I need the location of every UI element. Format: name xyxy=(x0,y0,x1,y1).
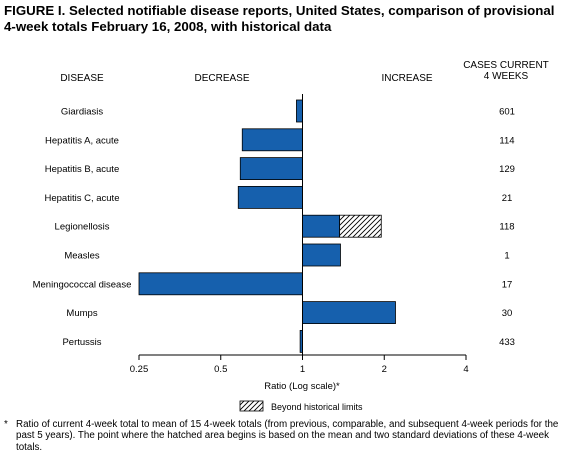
category-label-pertussis: Pertussis xyxy=(62,337,101,348)
category-label-giardiasis: Giardiasis xyxy=(61,107,103,118)
header-disease: DISEASE xyxy=(60,73,104,84)
bar-measles xyxy=(302,243,341,267)
cases-value-hepatitis-c-acute: 21 xyxy=(502,193,513,204)
bar-legionellosis xyxy=(302,214,341,238)
figure-title-line-2: 4-week totals February 16, 2008, with hi… xyxy=(4,19,332,34)
category-label-measles: Measles xyxy=(64,251,100,262)
bar-hatched-legionellosis xyxy=(339,214,382,238)
cases-value-hepatitis-a-acute: 114 xyxy=(499,135,514,146)
bar-giardiasis xyxy=(296,99,303,123)
footnote-marker: * xyxy=(4,419,8,430)
x-tick-label: 4 xyxy=(463,364,468,375)
bar-hepatitis-c-acute xyxy=(237,185,303,209)
legend-hatched-swatch xyxy=(239,400,264,412)
cases-value-mumps: 30 xyxy=(502,308,513,319)
header-cases-line-1: CASES CURRENT xyxy=(463,60,549,71)
x-tick-label: 2 xyxy=(382,364,387,375)
bar-hepatitis-b-acute xyxy=(239,157,303,181)
header-decrease: DECREASE xyxy=(194,73,249,84)
chart-rows: Giardiasis 601 Hepatitis A, acute 114 Hepati… xyxy=(33,99,515,353)
category-label-mumps: Mumps xyxy=(66,308,97,319)
cases-value-legionellosis: 118 xyxy=(499,222,514,233)
bar-meningococcal-disease xyxy=(138,272,303,296)
cases-value-hepatitis-b-acute: 129 xyxy=(499,164,515,175)
category-label-hepatitis-c-acute: Hepatitis C, acute xyxy=(45,193,120,204)
header-increase: INCREASE xyxy=(381,73,432,84)
x-tick-label: 1 xyxy=(300,364,305,375)
x-tick-label: 0.25 xyxy=(130,364,149,375)
footnote: * Ratio of current 4-week total to mean … xyxy=(4,419,570,453)
bar-hepatitis-a-acute xyxy=(241,128,303,152)
category-label-meningococcal-disease: Meningococcal disease xyxy=(33,279,132,290)
category-label-legionellosis: Legionellosis xyxy=(55,222,110,233)
category-label-hepatitis-b-acute: Hepatitis B, acute xyxy=(45,164,119,175)
cases-value-giardiasis: 601 xyxy=(499,107,515,118)
x-axis: 0.25 0.5 1 2 4 xyxy=(130,94,469,375)
figure-title: FIGURE I. Selected notifiable disease re… xyxy=(4,3,564,35)
x-axis-label: Ratio (Log scale)* xyxy=(264,381,340,392)
x-tick-label: 0.5 xyxy=(214,364,227,375)
footnote-text: Ratio of current 4-week total to mean of… xyxy=(16,419,559,453)
legend-hatched-label: Beyond historical limits xyxy=(271,402,363,412)
cases-value-measles: 1 xyxy=(504,251,509,262)
figure-title-line-1: FIGURE I. Selected notifiable disease re… xyxy=(4,3,555,18)
bar-mumps xyxy=(302,301,396,325)
cases-value-pertussis: 433 xyxy=(499,337,515,348)
category-label-hepatitis-a-acute: Hepatitis A, acute xyxy=(45,135,119,146)
header-cases-line-2: 4 WEEKS xyxy=(484,71,529,82)
cases-value-meningococcal-disease: 17 xyxy=(502,279,513,290)
